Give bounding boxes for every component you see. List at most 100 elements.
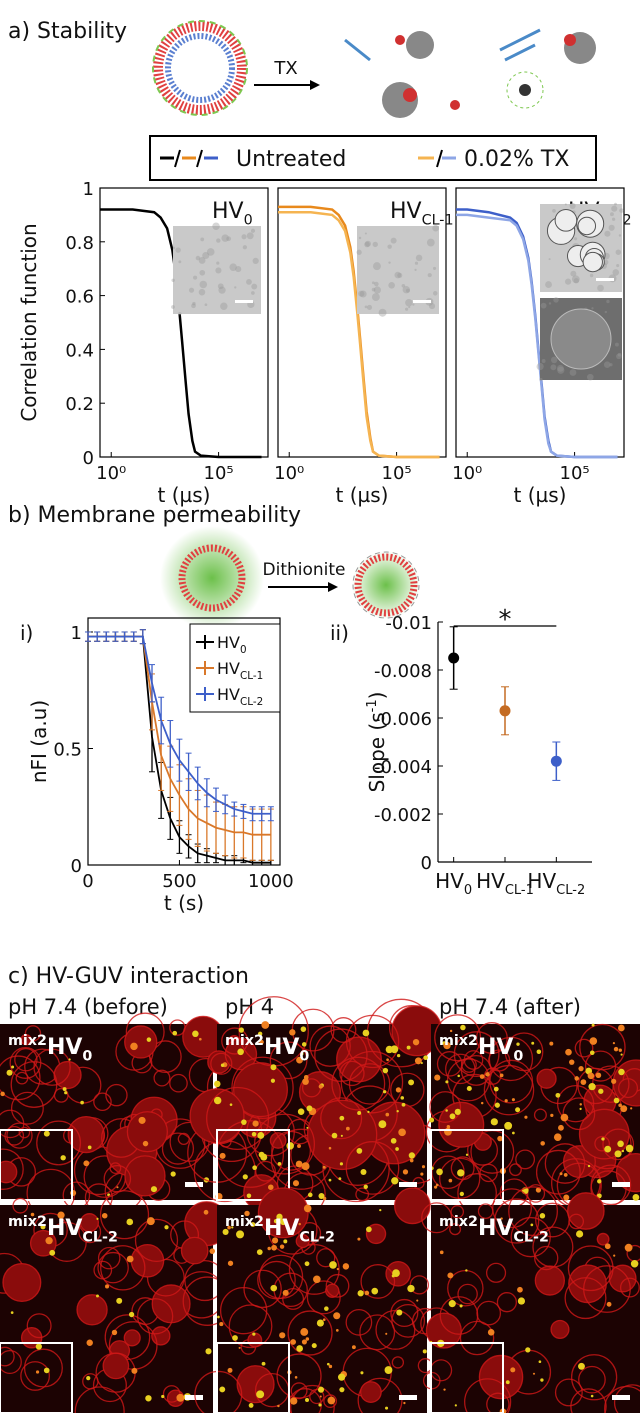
vesicle xyxy=(360,1264,396,1299)
spot xyxy=(611,1078,617,1084)
vesicle xyxy=(574,1038,594,1058)
y-axis-label: nFI (a.u) xyxy=(27,700,51,783)
spot xyxy=(251,1131,257,1137)
legend-label: HV0 xyxy=(217,633,247,656)
texture xyxy=(220,302,228,310)
spot xyxy=(360,1168,367,1175)
spot xyxy=(505,1380,510,1385)
axes-box xyxy=(99,187,269,458)
spot xyxy=(6,1069,13,1076)
column-label: pH 7.4 (before) xyxy=(8,995,168,1019)
spot xyxy=(565,1048,572,1056)
spot xyxy=(362,1029,370,1037)
scale-bar xyxy=(399,1182,417,1187)
spot xyxy=(391,1177,399,1185)
scale-bar xyxy=(413,300,431,303)
texture xyxy=(387,244,392,249)
spot xyxy=(252,1165,258,1171)
spot xyxy=(620,1053,623,1056)
spot xyxy=(457,1074,460,1078)
spot xyxy=(342,1263,350,1270)
spot xyxy=(618,1103,622,1108)
spot xyxy=(170,1171,176,1177)
text-part: 0 xyxy=(244,213,253,229)
text-part: HV xyxy=(435,869,464,893)
vesicle xyxy=(460,1054,492,1086)
spot xyxy=(138,1116,146,1124)
vesicle xyxy=(436,1051,463,1077)
vesicle xyxy=(169,1073,188,1093)
spot xyxy=(625,1144,634,1153)
vesicle xyxy=(325,1273,350,1298)
spot xyxy=(613,1254,616,1257)
spot xyxy=(601,1137,605,1141)
spot xyxy=(324,1306,329,1311)
spot xyxy=(87,1145,92,1150)
y-tick-label: 0.8 xyxy=(65,233,94,254)
vesicle xyxy=(206,1086,270,1151)
texture xyxy=(378,308,387,317)
vesicle xyxy=(339,1060,365,1087)
spot xyxy=(145,1395,152,1402)
spot xyxy=(563,1173,568,1177)
spot xyxy=(386,1058,389,1062)
text-part: HV xyxy=(47,1035,82,1060)
spot xyxy=(604,1145,612,1153)
vesicle xyxy=(134,1218,179,1263)
spot xyxy=(250,1222,256,1227)
spot xyxy=(445,1109,448,1112)
vesicle xyxy=(126,1111,168,1153)
texture xyxy=(388,261,391,264)
spot xyxy=(502,1049,505,1053)
scale-bar xyxy=(235,300,253,303)
text-part: HV xyxy=(478,1216,513,1241)
texture xyxy=(175,247,181,253)
spot xyxy=(569,1059,575,1065)
spot xyxy=(454,1108,461,1116)
texture xyxy=(427,273,432,278)
texture xyxy=(216,238,221,243)
x-tick-label: HVCL-2 xyxy=(527,869,585,898)
y-tick-label: 0 xyxy=(83,448,94,469)
texture xyxy=(401,283,406,288)
spot xyxy=(301,1339,307,1345)
vesicle xyxy=(74,1386,125,1413)
spot xyxy=(510,1367,516,1373)
arrow-label: Dithionite xyxy=(263,560,346,580)
vesicle xyxy=(36,1120,82,1166)
spot xyxy=(241,1119,247,1125)
spot xyxy=(448,1300,456,1308)
vesicle xyxy=(446,1058,490,1102)
text-part: CL-2 xyxy=(82,1230,117,1246)
axes-box xyxy=(455,187,625,458)
texture xyxy=(218,286,226,294)
spot xyxy=(550,1113,554,1118)
x-tick-label: 10⁰ xyxy=(274,463,304,484)
scale-bar xyxy=(185,1395,203,1400)
y-axis-label: Slope (s-1) xyxy=(365,692,389,793)
spot xyxy=(227,1367,233,1373)
spot xyxy=(232,1335,238,1341)
spot xyxy=(445,1080,449,1084)
spot xyxy=(246,1193,252,1198)
spot xyxy=(530,1223,534,1227)
spot xyxy=(443,1041,451,1050)
spot xyxy=(402,1169,409,1175)
spot xyxy=(279,1332,286,1339)
spot xyxy=(535,1187,542,1193)
texture xyxy=(221,234,229,242)
spot xyxy=(333,1312,341,1320)
vesicle xyxy=(100,1245,146,1291)
spot xyxy=(487,1329,495,1336)
text-part: HV xyxy=(212,199,244,224)
vesicle xyxy=(269,1041,308,1080)
vesicle xyxy=(345,1141,400,1195)
x-tick-label: HVCL-1 xyxy=(476,869,534,898)
spot xyxy=(220,1063,225,1067)
spot xyxy=(150,1186,158,1193)
image-label: mix2HVCL-2 xyxy=(225,1214,335,1245)
spot xyxy=(126,1255,134,1263)
vesicle xyxy=(359,1381,382,1403)
texture xyxy=(611,205,618,212)
spot xyxy=(364,1290,370,1296)
